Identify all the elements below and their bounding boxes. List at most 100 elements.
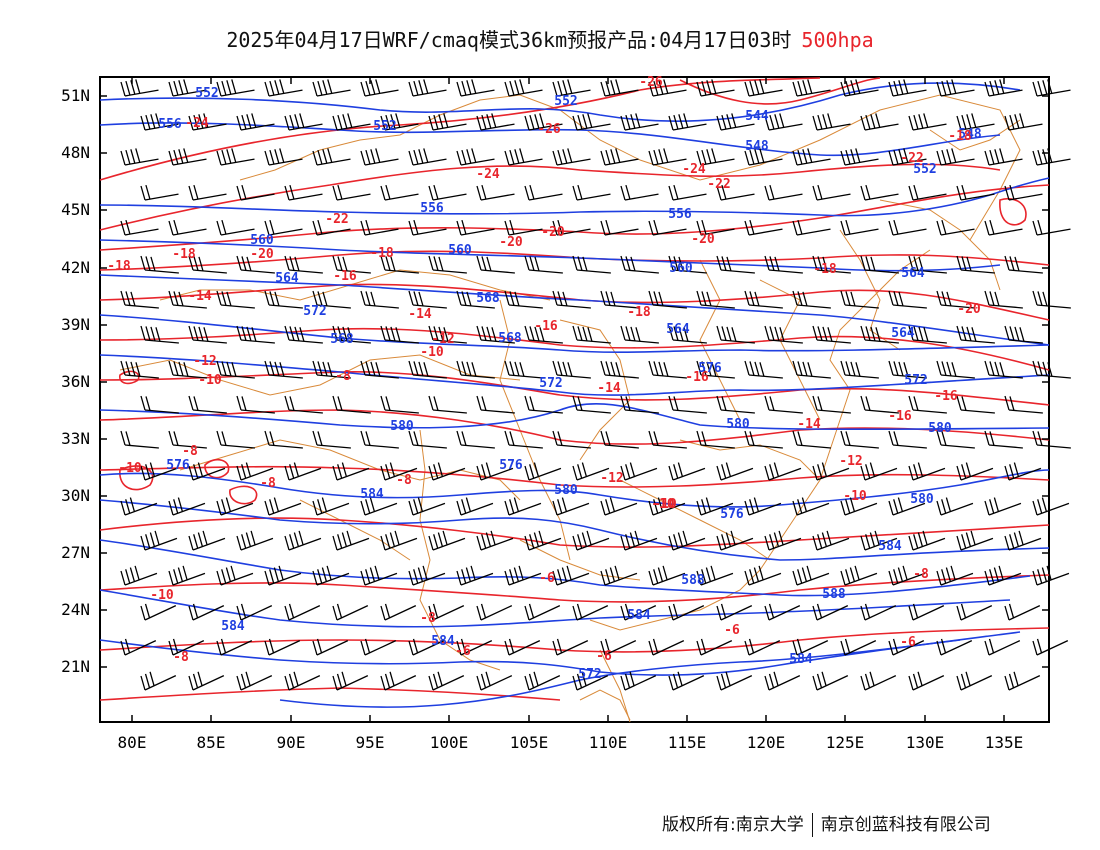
temperature-label: -12 xyxy=(600,471,623,486)
lon-label: 85E xyxy=(197,733,226,752)
wind-barb xyxy=(236,462,274,481)
wind-barb xyxy=(1004,113,1043,131)
wind-barb xyxy=(236,184,275,201)
wind-barb xyxy=(812,184,851,201)
temperature-label: -12 xyxy=(431,332,454,347)
wind-barb xyxy=(984,290,1023,309)
copyright-left: 版权所有:南京大学 xyxy=(662,815,804,835)
lon-label: 120E xyxy=(747,733,786,752)
temperature-labels: -26-26-24-24 -24-22-22-20-20 -20-22-20-18-… xyxy=(107,75,981,665)
wind-barb xyxy=(428,113,467,131)
wind-barb xyxy=(716,530,754,551)
temperature-label: -20 xyxy=(691,232,715,247)
wind-barb xyxy=(380,395,419,414)
wind-barb xyxy=(428,671,465,691)
wind-barb xyxy=(572,184,611,201)
wind-barb xyxy=(840,497,878,516)
wind-barb xyxy=(140,325,179,344)
wind-barb xyxy=(236,603,273,621)
temperature-label: -24 xyxy=(682,162,706,177)
temperature-label: -6 xyxy=(900,635,916,650)
wind-barb xyxy=(284,184,323,201)
height-label: 552 xyxy=(913,162,936,177)
wind-barb xyxy=(744,430,783,449)
wind-barb xyxy=(1004,255,1043,274)
wind-barb xyxy=(812,325,851,344)
wind-barb xyxy=(648,148,687,166)
wind-barb xyxy=(888,430,927,449)
wind-barb xyxy=(1032,219,1071,236)
wind-barb xyxy=(504,360,543,379)
height-label: 576 xyxy=(720,507,744,522)
lat-label: 27N xyxy=(61,543,90,562)
wind-barb xyxy=(668,255,707,274)
wind-barb xyxy=(956,530,994,551)
wind-barb xyxy=(620,325,659,344)
wind-barb xyxy=(956,325,995,344)
wind-barb xyxy=(428,325,467,344)
height-contour xyxy=(99,82,1021,122)
temperature-contour xyxy=(99,163,1001,231)
wind-barb xyxy=(284,255,323,274)
wind-barb xyxy=(600,219,639,236)
wind-barb xyxy=(716,603,753,621)
lat-label: 42N xyxy=(61,258,90,277)
temperature-label: -12 xyxy=(193,354,216,369)
height-label: 564 xyxy=(275,271,299,286)
title-main: 2025年04月17日WRF/cmaq模式36km预报产品:04月17日03时 xyxy=(226,28,792,52)
wind-barb xyxy=(956,603,993,621)
wind-barb xyxy=(764,462,802,481)
wind-barb xyxy=(860,603,897,621)
wind-barb xyxy=(236,255,275,274)
wind-barb xyxy=(360,360,399,379)
wind-barb xyxy=(620,530,658,551)
height-label: 548 xyxy=(745,139,769,154)
wind-barb xyxy=(140,255,179,274)
lon-label: 115E xyxy=(668,733,707,752)
wind-barb xyxy=(908,113,947,131)
wind-barb xyxy=(668,671,705,691)
temperature-contour xyxy=(99,77,821,181)
wind-barb xyxy=(264,430,303,449)
wind-barb xyxy=(552,565,590,586)
lon-label: 100E xyxy=(430,733,469,752)
wind-barb xyxy=(696,290,735,309)
wind-barb xyxy=(860,255,899,274)
wind-barb xyxy=(936,219,975,236)
wind-barb xyxy=(504,430,543,449)
wind-barb xyxy=(600,638,637,656)
wind-barb xyxy=(120,360,159,379)
temperature-label: -8 xyxy=(420,611,436,626)
temperature-label: -10 xyxy=(198,373,222,388)
wind-barb xyxy=(408,430,447,449)
wind-barb xyxy=(908,603,945,621)
wind-barb xyxy=(1032,290,1071,309)
wind-barb xyxy=(380,184,419,201)
height-label: 556 xyxy=(420,201,444,216)
wind-barbs xyxy=(120,79,1071,691)
height-label: 572 xyxy=(904,373,927,388)
lon-label: 125E xyxy=(826,733,865,752)
wind-barb xyxy=(716,113,755,131)
lon-label: 110E xyxy=(589,733,628,752)
wind-barb xyxy=(668,325,707,344)
temperature-contour xyxy=(99,574,1050,603)
height-label: 564 xyxy=(901,266,925,281)
temperature-label: -20 xyxy=(541,225,565,240)
temperature-label: -16 xyxy=(888,409,912,424)
wind-barb xyxy=(504,148,543,166)
wind-barb xyxy=(140,530,178,551)
temperature-label: -16 xyxy=(934,389,958,404)
lon-label: 80E xyxy=(118,733,147,752)
wind-barb xyxy=(648,79,687,97)
wind-barb xyxy=(888,79,927,97)
wind-barb xyxy=(840,290,879,309)
wind-barb xyxy=(552,430,591,449)
wind-barb xyxy=(984,497,1022,516)
title-level: 500hpa xyxy=(801,28,874,52)
wind-barb xyxy=(764,671,801,691)
height-label: 580 xyxy=(910,492,934,507)
height-label: 572 xyxy=(539,376,562,391)
wind-barb xyxy=(648,219,687,236)
wind-barb xyxy=(888,497,926,516)
